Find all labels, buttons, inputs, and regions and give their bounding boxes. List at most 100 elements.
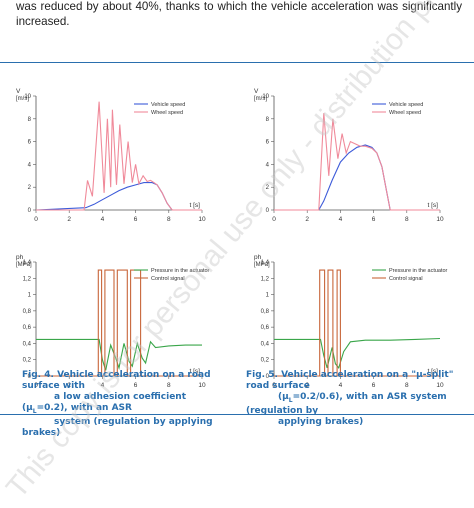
x-tick-label: 0: [272, 382, 276, 389]
series-line-control-signal: [36, 269, 202, 377]
x-tick-label: 2: [305, 216, 309, 223]
figures-panel: 0 2 4 6 8 10 0 2 4 6 8 10 V [m/s] t [s] Vehicle speed Wh…: [0, 62, 474, 438]
fig4-caption: Fig. 4. Vehicle acceleration on a road s…: [22, 370, 232, 439]
x-tick-label: 4: [339, 216, 343, 223]
x-tick-label: 6: [134, 216, 138, 223]
fig5-caption-line2: (μ: [278, 392, 289, 402]
series-line-vehicle-speed: [274, 144, 440, 211]
panel-bottom-rule: [0, 414, 474, 416]
x-tick-label: 10: [436, 382, 444, 389]
y-tick-label: 0,6: [261, 325, 270, 331]
y-tick-label: 0,4: [23, 341, 32, 347]
series-line-wheel-speed: [36, 101, 202, 211]
legend-label: Wheel speed: [151, 110, 183, 116]
x-tick-label: 2: [305, 382, 309, 389]
fig5-caption-line2-end: =0.2/0.6), with an ASR system (regulatio…: [246, 392, 447, 416]
x-axis-label: t [s]: [190, 368, 201, 375]
x-tick-label: 6: [134, 382, 138, 389]
y-tick-label: 2: [28, 185, 32, 191]
legend-label: Pressure in the actuator: [389, 268, 448, 274]
x-tick-label: 2: [67, 382, 71, 389]
y-tick-label: 10: [24, 94, 31, 100]
series-line-pressure-in-the-actuator: [274, 337, 441, 370]
y-tick-label: 8: [28, 117, 32, 123]
x-tick-label: 0: [34, 382, 38, 389]
x-tick-label: 4: [339, 382, 343, 389]
y-axis-label: V: [16, 88, 21, 95]
y-tick-label: 0,2: [261, 358, 270, 364]
intro-text: was reduced by about 40%, thanks to whic…: [16, 0, 462, 28]
x-tick-label: 10: [198, 216, 206, 223]
intro-paragraph: was reduced by about 40%, thanks to whic…: [16, 0, 462, 29]
y-tick-label: 1,2: [23, 276, 32, 282]
y-tick-label: 0: [28, 208, 32, 214]
fig4-caption-sub: L: [32, 407, 37, 415]
x-tick-label: 6: [372, 382, 376, 389]
x-tick-label: 4: [101, 216, 105, 223]
x-tick-label: 10: [436, 216, 444, 223]
y-tick-label: 8: [266, 117, 270, 123]
y-axis-label: V: [254, 88, 259, 95]
x-axis-label: t [s]: [428, 202, 439, 209]
panel-top-rule: [0, 62, 474, 64]
y-axis-unit: [m/s]: [254, 96, 267, 102]
series-line-control-signal: [274, 269, 440, 377]
legend-label: Wheel speed: [389, 110, 421, 116]
y-tick-label: 6: [266, 140, 270, 146]
legend-label: Vehicle speed: [151, 102, 185, 108]
y-tick-label: 1: [266, 293, 270, 299]
x-tick-label: 0: [34, 216, 38, 223]
x-tick-label: 8: [405, 382, 409, 389]
fig4-caption-line3: system (regulation by applying brakes): [22, 416, 213, 438]
legend-label: Pressure in the actuator: [151, 268, 210, 274]
series-line-pressure-in-the-actuator: [36, 338, 202, 371]
legend-label: Control signal: [151, 276, 185, 282]
y-tick-label: 0,2: [23, 358, 32, 364]
y-tick-label: 1,2: [261, 276, 270, 282]
fig5-pressure-chart: 0 2 4 6 8 10 0 0,2 0,4 0,6 0,8 1 1,2 1,4ph[MPa] t [s] P…: [254, 254, 448, 389]
x-tick-label: 4: [101, 382, 105, 389]
y-tick-label: 1: [28, 293, 32, 299]
y-tick-label: 0: [266, 208, 270, 214]
fig4-caption-line2-end: =0.2), with an ASR: [36, 403, 132, 413]
y-axis-unit: [m/s]: [16, 96, 29, 102]
fig5-caption-line1: Vehicle acceleration on a "μ-split" road…: [246, 370, 454, 391]
x-tick-label: 8: [167, 216, 171, 223]
y-axis-label: ph: [16, 254, 24, 261]
legend-label: Control signal: [389, 276, 423, 282]
y-tick-label: 2: [266, 185, 270, 191]
x-tick-label: 8: [405, 216, 409, 223]
fig5-caption-sub: L: [288, 396, 293, 404]
y-tick-label: 0: [28, 374, 32, 380]
y-tick-label: 0,6: [23, 325, 32, 331]
y-tick-label: 4: [266, 162, 270, 168]
y-axis-unit: [MPa]: [254, 262, 270, 268]
x-tick-label: 2: [67, 216, 71, 223]
x-axis-label: t [s]: [428, 368, 439, 375]
y-axis-unit: [MPa]: [16, 262, 32, 268]
x-axis-label: t [s]: [190, 202, 201, 209]
x-tick-label: 0: [272, 216, 276, 223]
y-tick-label: 0,8: [261, 309, 270, 315]
y-tick-label: 0,4: [261, 341, 270, 347]
y-tick-label: 1,4: [23, 260, 32, 266]
y-tick-label: 10: [262, 94, 269, 100]
y-tick-label: 0: [266, 374, 270, 380]
series-line-wheel-speed: [274, 113, 440, 211]
x-tick-label: 10: [198, 382, 206, 389]
fig4-caption-line2: a low adhesion coefficient (μ: [22, 392, 187, 413]
y-tick-label: 4: [28, 162, 32, 168]
fig5-caption-line3: applying brakes): [278, 416, 364, 427]
series-line-vehicle-speed: [35, 182, 202, 211]
y-tick-label: 0,8: [23, 309, 32, 315]
fig4-caption-line1: Vehicle acceleration on a road surface w…: [22, 370, 211, 391]
fig4-pressure-chart: 0 2 4 6 8 10 0 0,2 0,4 0,6 0,8 1 1,2 1,4ph[MPa] t [s] P…: [16, 254, 210, 389]
y-tick-label: 1,4: [261, 260, 270, 266]
fig5-caption: Fig. 5. Vehicle acceleration on a "μ-spl…: [246, 370, 474, 428]
fig5-caption-num: Fig. 5.: [246, 370, 278, 380]
legend-label: Vehicle speed: [389, 102, 423, 108]
x-tick-label: 6: [372, 216, 376, 223]
x-tick-label: 8: [167, 382, 171, 389]
